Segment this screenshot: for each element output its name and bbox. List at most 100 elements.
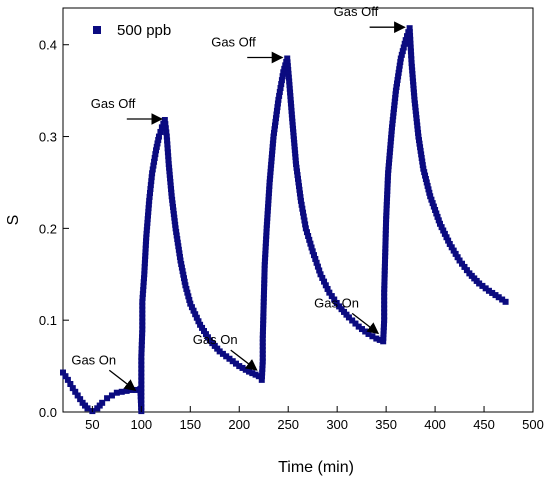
data-point [412, 107, 419, 114]
data-point [416, 140, 423, 147]
data-point [381, 301, 388, 308]
data-point [147, 182, 154, 189]
data-point [382, 256, 389, 263]
data-point [388, 131, 395, 138]
annotation-layer: Gas Off Gas Off Gas Off Gas On Gas On Gas On [71, 4, 406, 392]
data-point [139, 330, 146, 337]
data-point [265, 204, 272, 211]
data-point [277, 85, 284, 92]
y-tick-label: 0.4 [39, 38, 57, 53]
data-point [381, 293, 388, 300]
data-point [260, 317, 267, 324]
legend: 500 ppb [93, 22, 171, 39]
data-point [263, 229, 270, 236]
data-point [396, 62, 403, 69]
data-point [267, 168, 274, 175]
data-point [236, 363, 243, 370]
data-point [390, 106, 397, 112]
data-point [446, 240, 453, 247]
data-point [165, 157, 172, 164]
data-point [382, 245, 389, 252]
data-point [308, 244, 315, 251]
data-point [118, 388, 125, 395]
data-point [285, 74, 292, 81]
data-point [169, 196, 176, 203]
data-point [452, 250, 459, 257]
data-point [259, 335, 266, 342]
data-point [382, 230, 389, 237]
data-point [67, 380, 74, 387]
data-point [259, 358, 266, 365]
data-point [384, 184, 391, 191]
x-tick-label: 500 [522, 417, 544, 432]
data-point [261, 258, 268, 265]
data-point [294, 172, 301, 179]
data-point [387, 138, 394, 145]
data-point [429, 200, 436, 207]
data-point [391, 102, 398, 109]
data-point [381, 271, 388, 278]
data-point [192, 311, 199, 318]
data-point [410, 89, 417, 96]
data-point [391, 98, 398, 105]
annotation-arrow [230, 349, 258, 371]
data-point [319, 274, 326, 281]
data-point [155, 136, 162, 143]
data-point [263, 236, 270, 243]
data-point [167, 178, 174, 185]
data-point [145, 201, 152, 208]
data-point [413, 115, 420, 122]
data-point [267, 165, 274, 172]
data-point [139, 334, 146, 341]
data-point [166, 164, 173, 171]
data-point [267, 172, 274, 179]
data-point [163, 129, 170, 136]
data-point [324, 285, 331, 292]
data-point [260, 324, 267, 331]
data-point [266, 175, 273, 182]
data-point [113, 389, 120, 396]
data-point [382, 234, 389, 241]
data-point [420, 165, 427, 172]
data-point [382, 252, 389, 259]
data-point [398, 51, 405, 58]
data-point [259, 354, 266, 361]
data-point [376, 336, 383, 343]
data-point [138, 365, 145, 372]
data-point [463, 267, 470, 274]
data-point [289, 115, 296, 122]
data-point [274, 100, 281, 107]
data-point [292, 157, 299, 164]
x-tick-label: 450 [473, 417, 495, 432]
data-point [216, 348, 223, 355]
data-point [165, 153, 172, 160]
data-point [299, 205, 306, 212]
data-point [434, 213, 441, 220]
data-point [138, 396, 145, 403]
data-point [291, 146, 298, 153]
data-point [260, 295, 267, 302]
data-point [162, 121, 169, 128]
data-point [407, 44, 414, 51]
data-point [381, 274, 388, 281]
data-point [381, 313, 388, 320]
data-point [306, 236, 313, 243]
data-point [259, 328, 266, 335]
data-point [296, 190, 303, 197]
data-point [410, 82, 417, 89]
data-point [290, 132, 297, 139]
data-point [164, 141, 171, 148]
data-point [418, 151, 425, 158]
data-point [259, 362, 266, 369]
data-point [355, 323, 362, 330]
data-point [141, 260, 148, 267]
data-point [273, 111, 280, 118]
data-point [289, 122, 296, 129]
data-point [284, 63, 291, 70]
data-point [74, 392, 81, 399]
data-point [400, 44, 407, 51]
data-point [419, 158, 426, 165]
data-point [422, 176, 429, 183]
data-point [433, 210, 440, 217]
data-point [407, 32, 414, 39]
